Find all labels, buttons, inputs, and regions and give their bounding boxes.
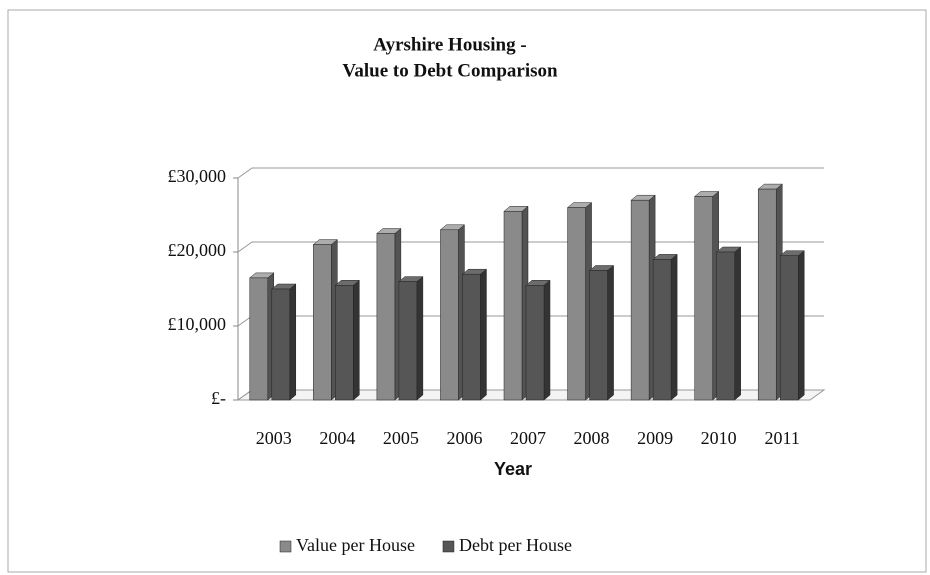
x-tick-label: 2008 <box>574 428 610 448</box>
bar <box>335 285 354 401</box>
bar <box>779 255 799 401</box>
bar <box>630 199 650 401</box>
bar <box>716 251 735 401</box>
bar <box>313 244 332 401</box>
legend-label: Debt per House <box>459 535 572 555</box>
bar <box>652 259 672 401</box>
legend-swatch <box>279 540 292 553</box>
bar <box>398 281 418 401</box>
y-tick-label: £20,000 <box>168 240 227 260</box>
y-tick-label: £30,000 <box>168 166 227 186</box>
x-tick-label: 2005 <box>383 428 419 448</box>
bar-side <box>480 268 487 401</box>
bar-side <box>734 246 741 401</box>
bar-side <box>670 253 678 401</box>
x-tick-label: 2010 <box>701 428 737 448</box>
bar <box>694 196 713 401</box>
grid-line <box>237 167 824 179</box>
legend-swatch <box>442 540 455 553</box>
bar <box>271 288 291 401</box>
bar-side <box>607 264 614 401</box>
bar <box>376 233 396 401</box>
y-tick-label: £10,000 <box>168 314 227 334</box>
bar <box>525 285 545 401</box>
legend-label: Value per House <box>296 535 415 555</box>
bar-side <box>416 276 424 401</box>
bar <box>757 188 777 401</box>
chart-title: Value to Debt Comparison <box>342 60 558 81</box>
bar <box>440 229 459 401</box>
bar <box>567 207 586 401</box>
x-tick-label: 2004 <box>319 428 355 448</box>
x-axis-label: Year <box>494 459 532 479</box>
x-tick-label: 2006 <box>446 428 482 448</box>
x-tick-label: 2011 <box>765 428 800 448</box>
chart-title: Ayrshire Housing - <box>373 34 526 55</box>
bar-side <box>353 279 360 401</box>
bar <box>589 270 608 401</box>
x-tick-label: 2009 <box>637 428 673 448</box>
bar-side <box>289 283 297 401</box>
x-tick-label: 2003 <box>256 428 292 448</box>
y-tick-label: £- <box>211 388 226 408</box>
bar-side <box>797 250 805 401</box>
bar <box>503 211 523 401</box>
bar <box>462 273 481 401</box>
bar-side <box>543 279 551 401</box>
x-tick-label: 2007 <box>510 428 546 448</box>
bar <box>249 277 269 401</box>
